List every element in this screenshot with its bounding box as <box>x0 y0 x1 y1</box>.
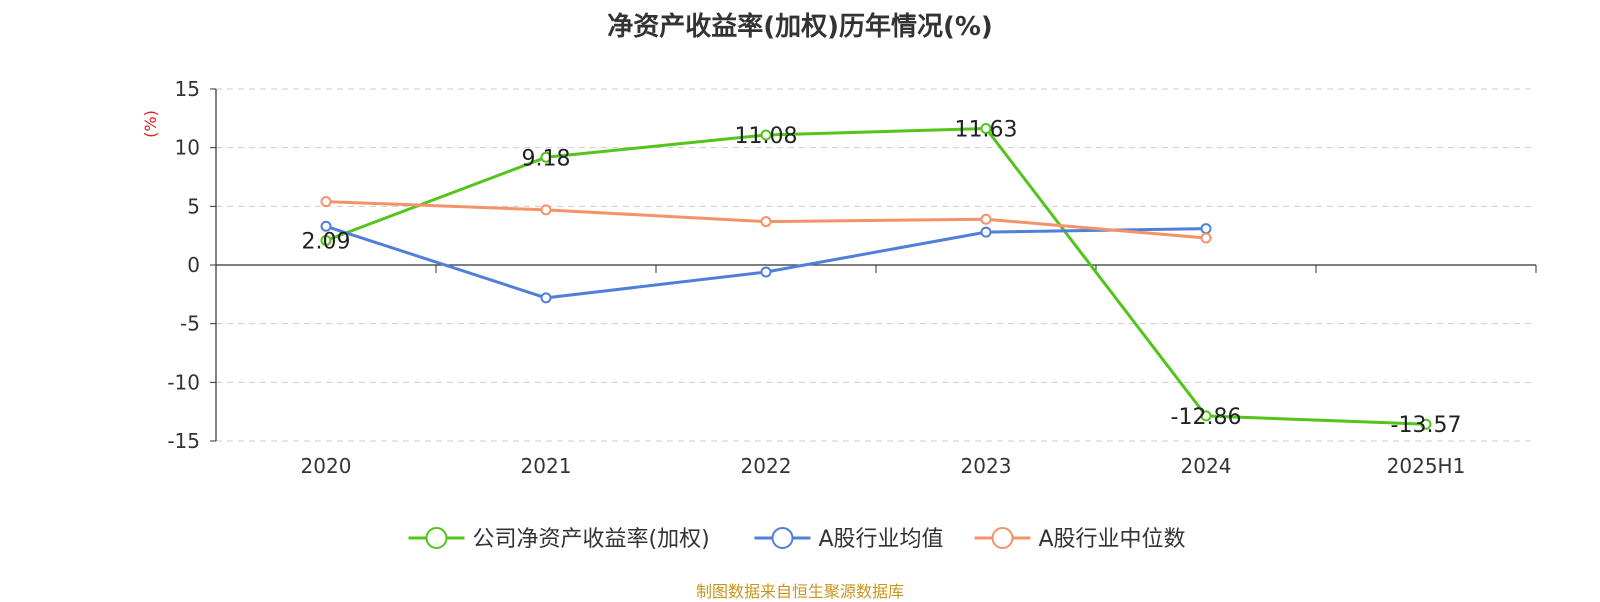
x-tick-label: 2024 <box>1181 454 1232 478</box>
legend-marker <box>991 527 1014 549</box>
legend-item[interactable]: 公司净资产收益率(加权) <box>408 527 710 552</box>
data-point[interactable] <box>540 151 552 163</box>
data-point[interactable] <box>540 292 552 304</box>
legend-label: A股行业均值 <box>819 527 944 552</box>
legend-item[interactable]: A股行业中位数 <box>974 527 1186 552</box>
data-point[interactable] <box>1200 410 1212 422</box>
series-lines <box>320 123 1432 430</box>
data-point[interactable] <box>760 266 772 278</box>
data-point[interactable] <box>760 216 772 228</box>
source-note: 制图数据来自恒生聚源数据库 <box>695 582 904 601</box>
series-line[interactable] <box>325 224 1207 300</box>
data-labels: 2.09 9.18 11.08 11.63 -12.86 -13.57 <box>302 118 1462 439</box>
legend-marker <box>771 527 794 549</box>
x-tick-label: 2025H1 <box>1387 454 1466 478</box>
chart-title: 净资产收益率(加权)历年情况(%) <box>607 12 993 42</box>
y-tick-label: -15 <box>167 429 200 453</box>
data-point[interactable] <box>1200 223 1212 235</box>
data-point[interactable] <box>980 123 992 135</box>
data-point[interactable] <box>1200 232 1212 244</box>
y-tick-label: 5 <box>187 194 200 218</box>
y-tick-label: 10 <box>175 136 200 160</box>
data-point[interactable] <box>1420 418 1432 430</box>
x-tick-label: 2021 <box>521 454 572 478</box>
x-tick-label: 2023 <box>961 454 1012 478</box>
legend[interactable]: 公司净资产收益率(加权) A股行业均值 A股行业中位数 <box>408 527 1186 552</box>
data-label: 11.08 <box>735 124 798 149</box>
data-point[interactable] <box>980 213 992 225</box>
data-point[interactable] <box>980 226 992 238</box>
legend-label: 公司净资产收益率(加权) <box>473 527 710 552</box>
y-tick-label: 0 <box>187 253 200 277</box>
series-line[interactable] <box>325 127 1427 426</box>
data-label: -12.86 <box>1171 405 1242 430</box>
data-point[interactable] <box>760 129 772 141</box>
data-label: 2.09 <box>302 229 351 254</box>
y-tick-label: -5 <box>180 312 200 336</box>
legend-marker <box>425 527 448 549</box>
legend-label: A股行业中位数 <box>1039 527 1186 552</box>
x-tick-label: 2022 <box>741 454 792 478</box>
data-label: 9.18 <box>522 146 571 171</box>
axes: 15 10 5 0 -5 -10 -15 2020 2021 2022 2023 2024 2025H1 <box>167 77 1537 478</box>
data-point[interactable] <box>540 204 552 216</box>
data-point[interactable] <box>320 196 332 208</box>
data-label: 11.63 <box>955 118 1018 143</box>
y-tick-label: -10 <box>167 370 200 394</box>
legend-item[interactable]: A股行业均值 <box>754 527 944 552</box>
data-label: -13.57 <box>1391 413 1462 438</box>
y-axis-label: (%) <box>141 110 160 138</box>
x-tick-label: 2020 <box>301 454 352 478</box>
data-point[interactable] <box>320 234 332 246</box>
y-tick-label: 15 <box>175 77 200 101</box>
data-point[interactable] <box>320 220 332 232</box>
